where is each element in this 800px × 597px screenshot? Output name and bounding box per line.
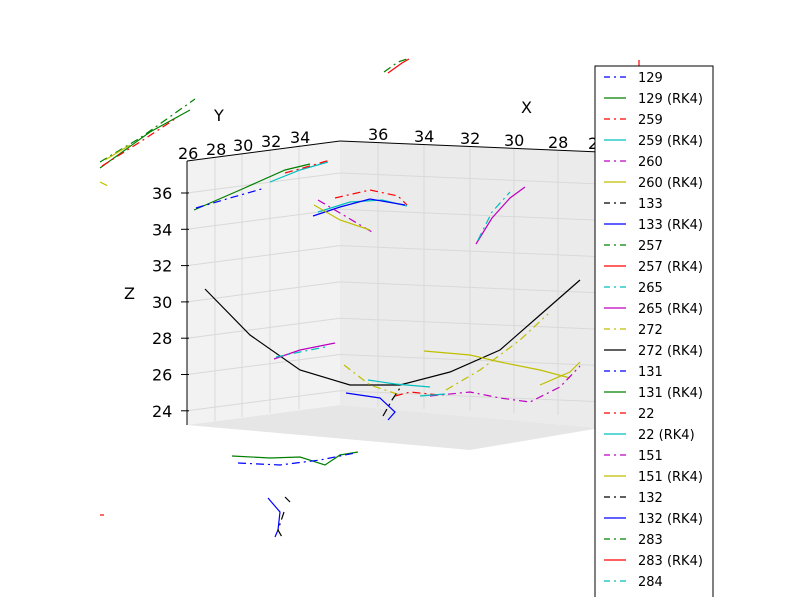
grid-line [186,245,341,267]
x-tick-label: 34 [414,127,434,146]
legend-label: 272 [638,323,663,338]
z-tick-label: 36 [152,184,172,203]
trajectory-line [237,452,356,466]
legend-label: 133 (RK4) [638,218,703,233]
legend-label: 132 (RK4) [638,512,703,527]
legend-label: 129 [638,71,663,86]
x-tick-label: 28 [548,133,568,152]
legend-label: 265 [638,281,663,296]
x-axis-line [339,140,601,153]
x-tick-label: 32 [460,129,480,148]
trajectory-line [193,163,311,211]
trajectory-line [475,186,526,245]
y-tick-label: 26 [178,144,198,163]
grid-line [186,317,341,339]
trajectory-line [423,350,571,379]
trajectory-line [313,204,371,231]
grid-line [186,354,341,375]
legend-label: 132 [638,491,663,506]
legend-label: 283 (RK4) [638,554,703,569]
trajectory-line [345,392,396,421]
z-tick-label: 26 [152,366,172,385]
legend-label: 257 [638,239,663,254]
trajectory-line [277,511,285,538]
trajectory-line [275,346,326,358]
trajectory-line [317,199,373,233]
x-tick-label: 30 [504,131,524,150]
legend-label: 272 (RK4) [638,344,703,359]
trajectory-line [429,365,581,403]
trajectory-line [267,497,281,538]
legend-label: 22 [638,407,655,422]
trajectory-line [104,144,131,161]
legend-label: 284 [638,575,663,590]
trajectory-line [284,159,331,174]
y-tick-label: 30 [233,136,253,155]
trajectory-line [101,116,179,167]
y-tick-group: 26 28 30 32 34 [178,128,310,163]
grid-line [186,390,341,412]
trajectory-line [539,361,581,386]
legend-label: 131 [638,365,663,380]
floor-pane [187,405,600,450]
legend-label: 257 (RK4) [638,260,703,275]
grid-line [186,172,341,194]
legend-label: 265 (RK4) [638,302,703,317]
legend: 129 129 (RK4) 259 259 (RK4) 260 260 (RK4) 133 1… [594,65,714,597]
legend-label: 283 [638,533,663,548]
legend-label: 260 (RK4) [638,176,703,191]
legend-label: 22 (RK4) [638,428,695,443]
pane-group [187,141,600,450]
trajectory-line [382,387,401,417]
trajectory-line [284,496,291,503]
x-axis-label: X [521,98,532,117]
grid-line [186,281,341,303]
trajectory-line [367,379,431,388]
trajectory-line [99,181,109,187]
z-tick-label: 28 [152,329,172,348]
trajectory-line [195,187,266,209]
legend-label: 259 (RK4) [638,134,703,149]
z-tick-label: 30 [152,293,172,312]
trajectory-line [99,109,191,169]
x-tick-group: 36 34 32 30 28 2 [368,125,598,153]
x-tick-label: 36 [368,125,388,144]
trajectory-line [419,393,446,397]
trajectory-line [394,391,441,397]
y-tick-label: 28 [206,140,226,159]
legend-label: 133 [638,197,663,212]
trajectory-line [312,198,406,217]
y-tick-label: 32 [261,132,281,151]
legend-entries: 129 129 (RK4) 259 259 (RK4) 260 260 (RK4) 133 1… [604,71,703,590]
legend-label: 131 (RK4) [638,386,703,401]
trajectory-line [445,313,549,391]
y-axis-label: Y [213,106,224,125]
trajectory-line [269,161,329,183]
trajectory-group [99,57,640,538]
z-tick-group: 36 34 32 30 28 26 24 [152,184,189,421]
y-axis-line [186,140,341,162]
trajectory-line [383,57,411,73]
legend-label: 151 [638,449,663,464]
grid-line [186,208,341,230]
z-tick-label: 24 [152,402,172,421]
trajectory-line [387,58,410,74]
z-tick-label: 34 [152,220,172,239]
y-tick-label: 34 [290,128,310,147]
z-tick-label: 32 [152,257,172,276]
left-pane [187,141,340,425]
z-axis-label: Z [124,284,135,303]
legend-label: 259 [638,113,663,128]
x-tick-label: 2 [588,134,598,153]
trajectory-line [99,98,196,163]
legend-label: 260 [638,155,663,170]
axis-frame [186,140,601,425]
legend-frame [594,65,714,597]
legend-label: 151 (RK4) [638,470,703,485]
trajectory-line [477,191,511,241]
legend-label: 129 (RK4) [638,92,703,107]
